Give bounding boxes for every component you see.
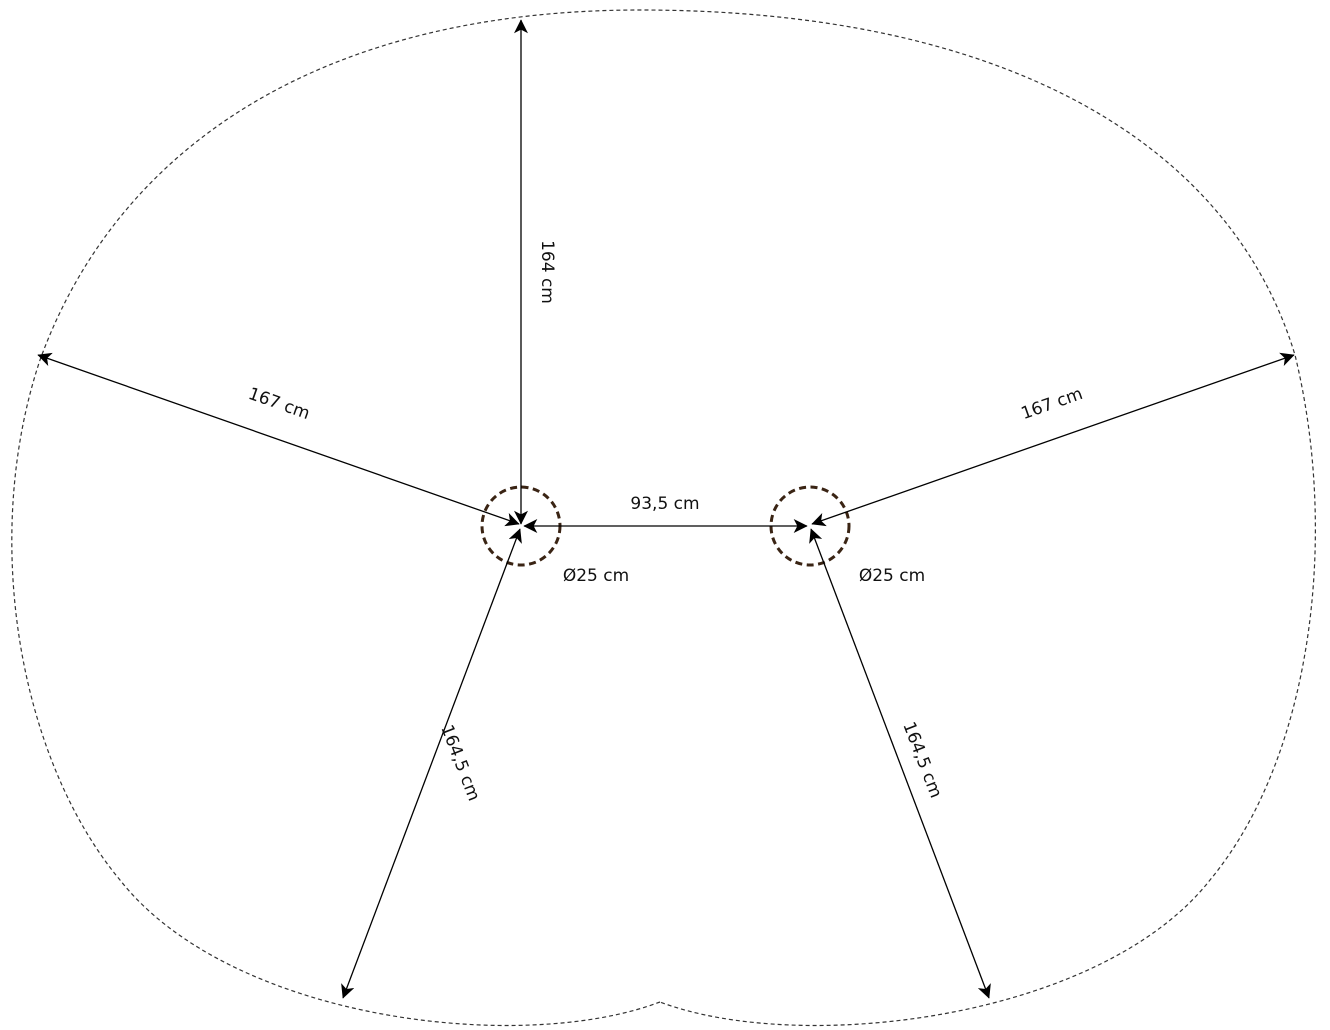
bottom-left-radius-label: 164,5 cm	[436, 722, 483, 804]
bottom-right-radius-label: 164,5 cm	[898, 719, 945, 801]
left-diameter-label: Ø25 cm	[563, 566, 629, 586]
center-distance-label: 93,5 cm	[630, 494, 699, 514]
bottom-right-radius-arrow	[809, 528, 991, 999]
right-radius-arrow	[811, 352, 1295, 527]
right-diameter-label: Ø25 cm	[859, 566, 925, 586]
left-radius-arrow	[37, 352, 520, 527]
bottom-left-radius-arrow	[341, 528, 522, 999]
right-radius-label: 167 cm	[1019, 384, 1086, 424]
left-radius-label: 167 cm	[246, 384, 313, 424]
clearance-outline	[11, 9, 1316, 1027]
top-radius-label: 164 cm	[537, 240, 557, 304]
